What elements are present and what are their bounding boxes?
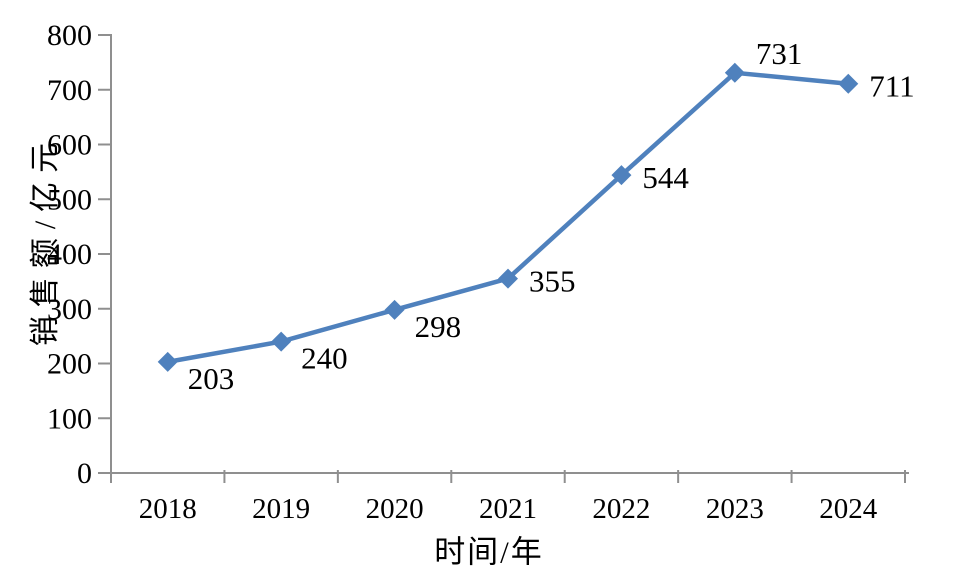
data-point-label: 731: [756, 36, 803, 71]
data-point-label: 544: [642, 160, 689, 195]
y-axis-title: 销售额/亿元: [29, 133, 62, 347]
data-point-label: 240: [301, 341, 348, 376]
x-axis-tick-label: 2024: [819, 493, 878, 525]
x-axis-tick-label: 2019: [252, 493, 310, 525]
x-axis-tick-label: 2021: [479, 493, 537, 525]
data-point-label: 711: [869, 69, 914, 104]
y-axis-tick-label: 400: [47, 238, 92, 271]
y-axis-tick-label: 800: [47, 19, 92, 52]
data-point-label: 298: [415, 309, 462, 344]
y-axis-tick-label: 100: [47, 402, 92, 435]
y-axis-tick-label: 0: [77, 457, 92, 490]
y-axis-tick-label: 300: [47, 293, 92, 326]
y-axis-tick-label: 700: [47, 74, 92, 107]
y-axis-tick-label: 200: [47, 348, 92, 381]
data-point-marker: [611, 165, 632, 186]
y-axis-tick-label: 500: [47, 183, 92, 216]
data-point-marker: [498, 268, 518, 289]
data-series-line: [167, 70, 849, 365]
data-point-label: 203: [188, 361, 235, 396]
x-axis-title: 时间/年: [434, 534, 544, 570]
data-point-marker: [271, 331, 292, 352]
x-axis-tick-label: 2022: [592, 493, 650, 525]
data-point-label: 355: [529, 264, 576, 299]
x-axis-tick-label: 2023: [706, 493, 764, 525]
data-point-marker: [724, 62, 745, 83]
data-point-marker: [157, 351, 178, 372]
data-point-marker: [838, 73, 859, 94]
x-axis-tick-label: 2018: [139, 493, 197, 525]
x-axis-tick-label: 2020: [366, 493, 424, 525]
y-axis-tick-label: 600: [47, 129, 92, 162]
data-point-marker: [384, 299, 405, 320]
